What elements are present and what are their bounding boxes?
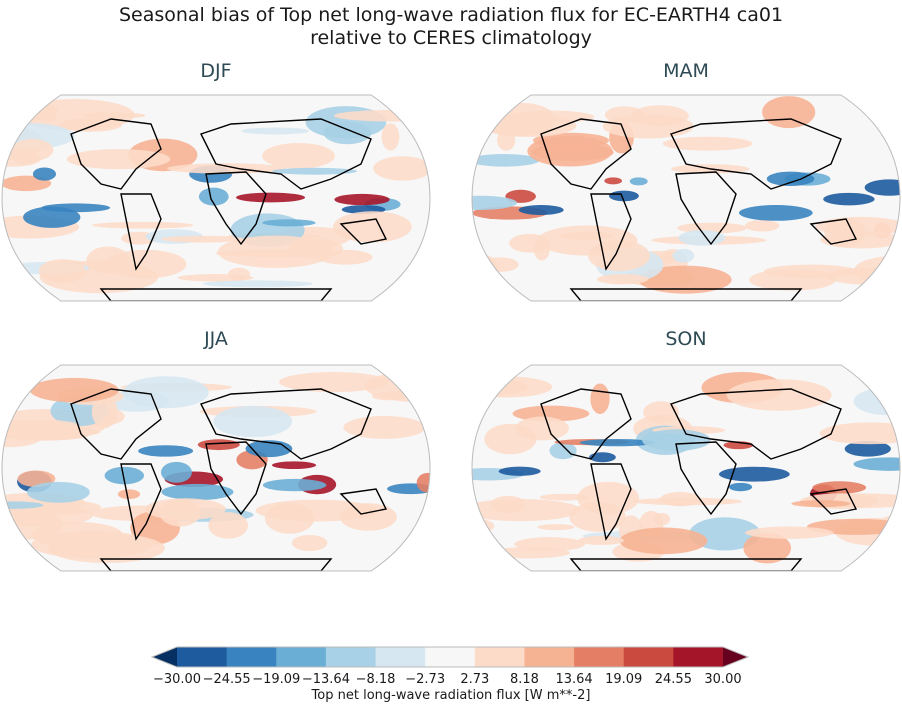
colorbar-segment (276, 647, 327, 667)
coastline (670, 388, 842, 460)
panel-title-jja: JJA (204, 328, 228, 350)
colorbar-tick-label: 24.55 (654, 672, 692, 687)
coastline (200, 118, 372, 190)
coastline (670, 118, 842, 190)
colorbar-tick-label: −30.00 (152, 672, 202, 687)
colorbar-segment (226, 647, 277, 667)
coastline (540, 118, 632, 190)
coastline (205, 171, 267, 246)
colorbar-tick-label: −2.73 (405, 672, 446, 687)
coastline (675, 441, 737, 516)
coastline (70, 388, 162, 460)
coastline (99, 558, 333, 571)
colorbar-segment (574, 647, 625, 667)
coastline (339, 488, 388, 515)
colorbar-segment (177, 647, 228, 667)
map-boundary (1, 94, 431, 302)
coastline (590, 193, 632, 271)
map-boundary (471, 364, 901, 572)
colorbar-segment (425, 647, 476, 667)
coastline (120, 193, 162, 271)
panel-title-son: SON (665, 328, 707, 350)
coastline (99, 288, 333, 301)
map-djf (1, 94, 431, 302)
map-jja (1, 364, 431, 572)
panel-title-djf: DJF (200, 60, 232, 82)
coastline (675, 171, 737, 246)
coastline (70, 118, 162, 190)
colorbar-segment (325, 647, 377, 667)
colorbar-tick-label: 19.09 (605, 672, 643, 687)
colorbar-tick-label: −19.09 (252, 672, 301, 687)
coastline (540, 388, 632, 460)
coastline (809, 218, 858, 245)
colorbar-label: Top net long-wave radiation flux [W m**-… (311, 688, 591, 703)
panel-title-mam: MAM (663, 60, 709, 82)
map-mam (471, 94, 901, 302)
colorbar-tick-label: 30.00 (704, 672, 742, 687)
colorbar-over-arrow (723, 647, 748, 667)
colorbar-tick-label: −8.18 (355, 672, 396, 687)
coastline (200, 388, 372, 460)
coastline (205, 441, 267, 516)
colorbar-tick-label: 8.18 (509, 672, 539, 687)
colorbar-segment (673, 647, 724, 667)
coastline (120, 463, 162, 541)
figure-title-line2: relative to CERES climatology (310, 27, 592, 49)
colorbar-segment (524, 647, 575, 667)
map-son (471, 364, 901, 572)
map-boundary (471, 94, 901, 302)
colorbar-tick-label: −24.55 (202, 672, 251, 687)
figure-title-line1: Seasonal bias of Top net long-wave radia… (118, 4, 784, 26)
colorbar-segment (623, 647, 674, 667)
coastline (339, 218, 388, 245)
coastline (569, 288, 803, 301)
map-boundary (1, 364, 431, 572)
colorbar-tick-label: 13.64 (555, 672, 593, 687)
colorbar (150, 646, 750, 668)
colorbar-tick-label: −13.64 (301, 672, 350, 687)
colorbar-segment (375, 647, 426, 667)
coastline (590, 463, 632, 541)
colorbar-under-arrow (152, 647, 177, 667)
coastline (569, 558, 803, 571)
coastline (809, 488, 858, 515)
colorbar-tick-label: 2.73 (460, 672, 490, 687)
colorbar-segment (474, 647, 525, 667)
